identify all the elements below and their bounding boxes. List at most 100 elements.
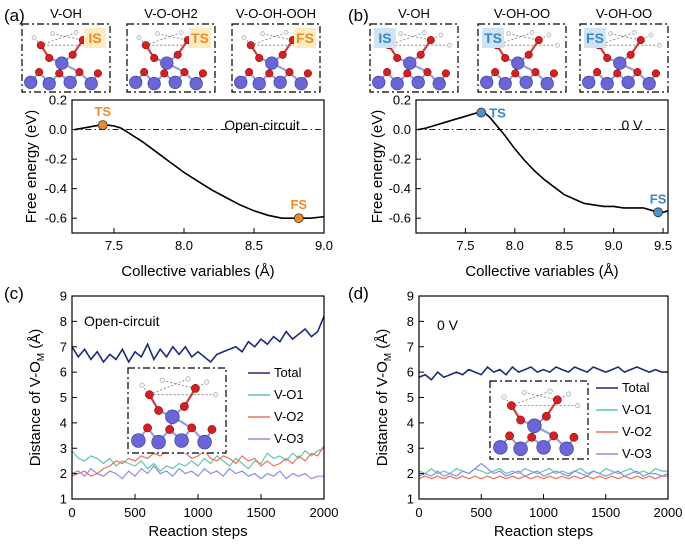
snapshot-frame xyxy=(21,23,111,93)
y-axis-label: Free energy (eV) xyxy=(369,110,386,223)
v-atom xyxy=(160,56,174,70)
o-atom xyxy=(143,423,152,433)
h-atom xyxy=(506,31,511,37)
o-atom xyxy=(549,69,558,78)
panel-a: (a) 7.5 8.0 8.5 9.0 -0.6 -0.4 -0.2 0.0 0.2 Collect… xyxy=(4,6,333,280)
h-atom xyxy=(31,35,37,40)
o-atom xyxy=(403,69,412,78)
o-atom xyxy=(511,69,520,78)
o-atom xyxy=(160,69,169,78)
y-axis-label: Free energy (eV) xyxy=(23,110,40,223)
o-atom xyxy=(180,68,189,77)
h-atom xyxy=(241,35,247,40)
h-atom xyxy=(50,31,55,37)
h-atom xyxy=(73,30,79,35)
v-atom xyxy=(151,434,166,450)
o-atom xyxy=(165,425,175,434)
point-ts xyxy=(476,107,487,118)
h-bond xyxy=(508,33,539,41)
v-atom xyxy=(42,76,56,91)
state-badge-label: TS xyxy=(191,30,209,46)
legend-entry: Total xyxy=(274,365,302,380)
o-atom xyxy=(416,50,425,59)
v-atom xyxy=(642,76,656,91)
y-tick-label: 1 xyxy=(407,492,414,507)
v-atom xyxy=(493,440,508,455)
state-badge xyxy=(584,28,606,48)
panel-b: (b) 7.5 8.0 8.5 9.0 9.5 -0.6 -0.4 -0.2 0.0 0.2 Coll… xyxy=(348,6,672,280)
x-tick-label: 0 xyxy=(68,505,75,520)
y-tick-label: 7 xyxy=(407,339,414,354)
o-atom xyxy=(541,412,551,421)
v-atom xyxy=(559,441,574,456)
v-atom xyxy=(527,418,542,433)
x-tick-label: 7.5 xyxy=(105,238,123,253)
inset-frame xyxy=(127,367,227,454)
x-tick-label: 8.0 xyxy=(506,238,524,253)
h-atom xyxy=(554,42,560,48)
o-atom xyxy=(383,68,392,77)
y-axis-label: Distance of V-OM (Å) xyxy=(27,329,47,467)
o-atom xyxy=(426,36,435,45)
o-atom xyxy=(179,402,189,411)
y-tick-label: 8 xyxy=(60,314,67,329)
y-tick-label: 0.0 xyxy=(393,122,411,137)
h-bond xyxy=(52,33,83,41)
x-tick-label: 8.5 xyxy=(555,238,573,253)
o-atom xyxy=(141,41,150,50)
state-badge-label: FS xyxy=(296,30,314,46)
state-badge xyxy=(189,28,211,48)
o-atom xyxy=(150,53,159,63)
snapshot-title: V-OH-OO xyxy=(494,6,550,21)
y-axis-label: Distance of V-OM (Å) xyxy=(374,329,394,467)
o-atom xyxy=(198,69,207,78)
v-atom xyxy=(168,75,182,89)
h-atom xyxy=(446,42,452,48)
h-atom xyxy=(136,35,142,40)
o-atom xyxy=(636,36,645,45)
state-badge-label: FS xyxy=(586,30,604,46)
v-atom xyxy=(613,56,627,70)
o-atom xyxy=(68,50,77,59)
y-tick-label: 4 xyxy=(407,415,414,430)
snapshot-2: V-O-OH2 TS xyxy=(126,6,216,93)
v-atom xyxy=(174,433,189,448)
snapshot-1: V-OH IS xyxy=(21,6,111,93)
free-energy-line xyxy=(417,110,669,214)
snapshot-title: V-OH xyxy=(50,6,82,21)
v-atom xyxy=(129,75,143,89)
h-atom xyxy=(159,377,165,384)
y-tick-label: 0.0 xyxy=(49,122,67,137)
snapshot-3: V-O-OH-OOH FS xyxy=(231,6,321,93)
x-tick-label: 500 xyxy=(470,505,492,520)
o-atom xyxy=(534,36,543,45)
point-ts xyxy=(97,120,108,131)
point-label-ts: TS xyxy=(94,104,111,119)
o-atom xyxy=(603,53,612,63)
v-atom xyxy=(390,76,404,91)
h-atom xyxy=(608,31,613,37)
h-atom xyxy=(631,30,637,35)
plot-frame xyxy=(415,99,669,234)
o-atom xyxy=(524,50,533,59)
y-tick-label: 6 xyxy=(60,365,67,380)
legend: Total V-O1 V-O2 V-O3 xyxy=(596,380,652,461)
y-tick-label: 6 xyxy=(407,365,414,380)
o-atom xyxy=(173,50,182,59)
h-atom xyxy=(213,392,219,398)
h-bond xyxy=(610,33,641,41)
o-atom xyxy=(491,68,500,77)
series-line-v-o1 xyxy=(418,467,668,475)
o-atom xyxy=(527,432,537,442)
condition-label: Open-circuit xyxy=(224,117,300,133)
v-atom xyxy=(252,76,266,91)
x-axis-label: Reaction steps xyxy=(494,523,593,540)
snapshot-title: V-O-OH-OOH xyxy=(236,6,316,21)
point-label-fs: FS xyxy=(650,191,667,206)
o-atom xyxy=(246,41,255,50)
panel-label: (a) xyxy=(4,6,25,25)
series-line-v-o3 xyxy=(418,462,669,477)
h-atom xyxy=(398,31,403,37)
v-atom xyxy=(582,75,596,89)
